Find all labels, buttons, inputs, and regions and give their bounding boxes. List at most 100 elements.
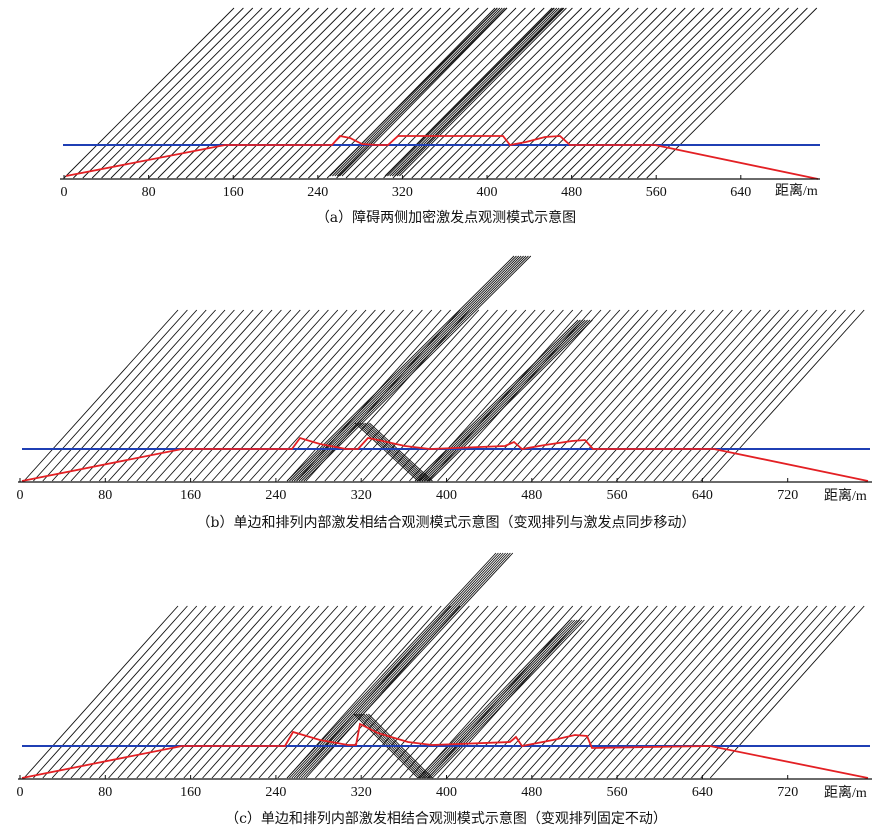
hatch-line (644, 309, 799, 482)
dense-shot-line (303, 552, 514, 779)
panel-a-dense-shot-bands (329, 7, 567, 177)
hatch-line (145, 309, 301, 482)
hatch-line (662, 309, 818, 482)
hatch-line (552, 7, 724, 179)
hatch-line (653, 605, 809, 779)
hatch-line (61, 605, 216, 779)
hatch-line (571, 7, 742, 179)
panel-c-hatching (23, 605, 865, 779)
tick-label: 480 (561, 185, 582, 200)
tick-label: 560 (646, 185, 667, 200)
dense-shot-line (286, 255, 515, 482)
hatch-line (580, 7, 752, 179)
hatch-line (51, 605, 207, 779)
hatch-line (117, 605, 273, 779)
hatch-line (164, 309, 320, 482)
hatch-line (568, 309, 724, 482)
hatch-line (249, 605, 404, 779)
hatch-line (298, 7, 470, 179)
hatch-line (484, 309, 639, 482)
hatch-line (533, 7, 705, 179)
hatch-line (324, 605, 480, 779)
hatch-line (108, 605, 263, 779)
dense-shot-line (387, 7, 555, 177)
hatch-line (110, 7, 282, 179)
dense-shot-line (420, 619, 573, 779)
hatch-line (493, 309, 649, 482)
hatch-line (258, 309, 414, 482)
panel-b-dense-shot-bands (286, 255, 593, 482)
dense-shot-line (429, 619, 583, 779)
hatch-line (625, 605, 780, 779)
tick-label: 240 (265, 488, 286, 503)
dense-shot-line (296, 552, 506, 779)
hatch-line (627, 7, 799, 179)
hatch-line (202, 605, 357, 779)
hatch-line (167, 7, 338, 179)
hatch-line (543, 7, 714, 179)
hatch-line (148, 7, 319, 179)
tick-label: 320 (392, 185, 413, 200)
hatch-line (427, 309, 583, 482)
hatch-line (315, 309, 470, 482)
tick-label: 320 (351, 785, 372, 800)
hatch-line (70, 605, 226, 779)
tick-label: 640 (692, 785, 713, 800)
hatch-line (268, 309, 423, 482)
hatch-line (625, 309, 780, 482)
hatch-line (578, 309, 733, 482)
hatch-line (268, 605, 423, 779)
hatch-line (98, 309, 254, 482)
dense-shot-line (422, 619, 576, 779)
tick-label: 240 (307, 185, 328, 200)
hatch-line (662, 605, 818, 779)
tick-label: 560 (607, 785, 628, 800)
hatch-line (484, 605, 639, 779)
hatch-line (446, 309, 602, 482)
dense-shot-line (421, 319, 586, 482)
panel-b-ticks: 0 80 160 240 320 400 480 560 640 720 (17, 478, 798, 503)
hatch-line (214, 7, 385, 179)
hatch-line (174, 605, 329, 779)
hatch-line (261, 7, 432, 179)
panel-b-caption: （b）单边和排列内部激发相结合观测模式示意图（变观排列与激发点同步移动） (197, 514, 696, 531)
hatch-line (634, 605, 790, 779)
dense-shot-line (332, 7, 498, 177)
hatch-line (618, 7, 789, 179)
panel-c: 0 80 160 240 320 400 480 560 640 720 距离/m （c）单边和排… (17, 552, 872, 827)
tick-label: 0 (17, 488, 24, 503)
hatch-line (127, 309, 282, 482)
hatch-line (380, 309, 536, 482)
hatch-line (195, 7, 366, 179)
hatch-line (411, 7, 583, 179)
hatch-line (380, 605, 536, 779)
tick-label: 480 (521, 785, 542, 800)
dense-shot-line (391, 7, 560, 177)
dense-shot-line (341, 7, 508, 177)
hatch-line (183, 605, 339, 779)
dense-shot-line (424, 319, 588, 482)
hatch-line (101, 7, 272, 179)
dense-shot-line (339, 7, 505, 177)
hatch-line (383, 7, 554, 179)
hatch-line (644, 605, 799, 779)
panel-c-coverage-curve (21, 722, 869, 779)
panel-a-caption: （a）障碍两侧加密激发点观测模式示意图 (316, 209, 576, 226)
panel-c-dense-shot-bands (286, 552, 585, 779)
hatch-line (286, 309, 442, 482)
hatch-line (503, 309, 658, 482)
hatch-line (465, 605, 621, 779)
hatch-line (221, 605, 376, 779)
hatch-line (402, 7, 573, 179)
hatch-line (709, 309, 865, 482)
hatch-line (681, 605, 837, 779)
hatch-line (192, 309, 348, 482)
hatch-line (352, 309, 508, 482)
hatch-line (672, 605, 827, 779)
hatch-line (399, 605, 555, 779)
hatch-line (599, 7, 771, 179)
tick-label: 160 (223, 185, 244, 200)
hatch-line (568, 605, 724, 779)
hatch-line (120, 7, 291, 179)
hatch-line (615, 309, 771, 482)
